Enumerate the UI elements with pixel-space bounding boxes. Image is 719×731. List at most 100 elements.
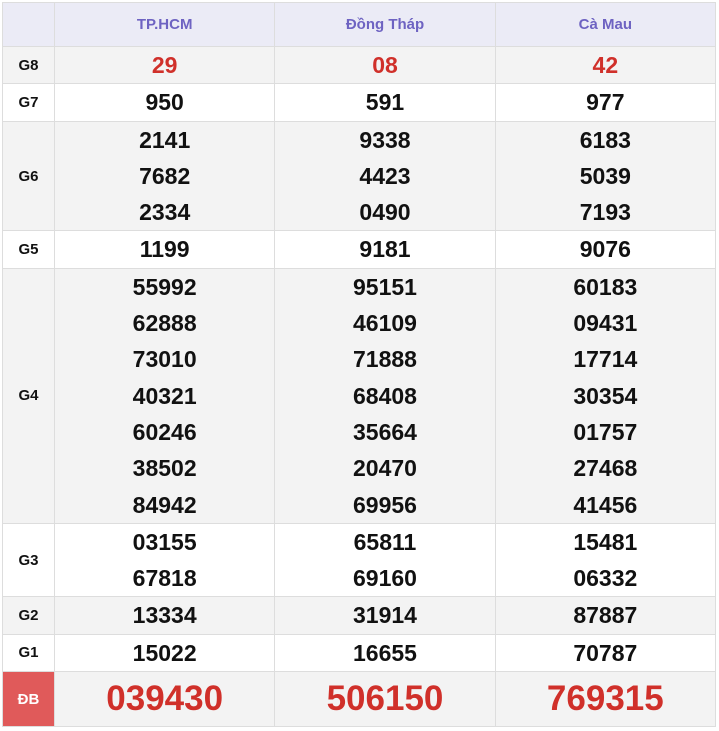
prize-row-g4: G4 55992 62888 73010 40321 60246 38502 84942 951… bbox=[2, 267, 717, 524]
prize-row-g7: G7 950 591 977 bbox=[2, 83, 717, 122]
prize-number: 506150 bbox=[326, 678, 444, 718]
prize-number: 9076 bbox=[579, 236, 631, 263]
prize-cell: 70787 bbox=[494, 633, 717, 673]
prize-cell: 591 bbox=[274, 83, 496, 122]
prize-number: 08 bbox=[372, 52, 398, 78]
prize-cell: 15481 06332 bbox=[494, 522, 717, 598]
prize-label: G1 bbox=[2, 633, 55, 673]
prize-cell: 15022 bbox=[53, 633, 276, 673]
prize-number: 20470 bbox=[353, 455, 417, 482]
prize-number: 41456 bbox=[573, 491, 638, 518]
prize-number: 69160 bbox=[353, 565, 417, 592]
prize-number: 35664 bbox=[353, 418, 417, 445]
prize-label: ĐB bbox=[2, 671, 55, 728]
prize-number: 30354 bbox=[573, 382, 638, 409]
prize-row-g6: G6 2141 7682 2334 9338 4423 0490 6183 5039 7193 bbox=[2, 120, 717, 232]
prize-number: 5039 bbox=[579, 162, 631, 189]
prize-number: 65811 bbox=[353, 528, 417, 555]
prize-number: 71888 bbox=[353, 346, 417, 373]
prize-label: G7 bbox=[2, 83, 55, 122]
prize-row-g8: G8 29 08 42 bbox=[2, 45, 717, 85]
prize-number: 68408 bbox=[353, 382, 417, 409]
prize-cell: 506150 bbox=[274, 671, 496, 728]
header-province-2: Đồng Tháp bbox=[274, 2, 496, 47]
prize-cell: 55992 62888 73010 40321 60246 38502 84942 bbox=[53, 267, 276, 524]
header-row: TP.HCM Đồng Tháp Cà Mau bbox=[2, 2, 717, 47]
prize-number: 7193 bbox=[579, 199, 631, 226]
prize-number: 17714 bbox=[573, 346, 638, 373]
prize-number: 591 bbox=[365, 89, 405, 116]
prize-row-đb: ĐB 039430 506150 769315 bbox=[2, 671, 717, 728]
prize-cell: 2141 7682 2334 bbox=[53, 120, 276, 232]
prize-cell: 9338 4423 0490 bbox=[274, 120, 496, 232]
prize-cell: 29 bbox=[53, 45, 276, 85]
prize-number: 87887 bbox=[573, 602, 638, 629]
prize-label: G8 bbox=[2, 45, 55, 85]
prize-number: 15022 bbox=[132, 639, 197, 666]
prize-cell: 42 bbox=[494, 45, 717, 85]
prize-number: 039430 bbox=[106, 678, 224, 718]
prize-cell: 1199 bbox=[53, 230, 276, 269]
prize-number: 09431 bbox=[573, 310, 638, 337]
prize-cell: 977 bbox=[494, 83, 717, 122]
prize-number: 0490 bbox=[359, 199, 411, 226]
prize-number: 2141 bbox=[139, 126, 191, 153]
prize-cell: 03155 67818 bbox=[53, 522, 276, 598]
prize-row-g2: G2 13334 31914 87887 bbox=[2, 596, 717, 635]
prize-cell: 95151 46109 71888 68408 35664 20470 69956 bbox=[274, 267, 496, 524]
prize-cell: 16655 bbox=[274, 633, 496, 673]
prize-number: 62888 bbox=[132, 310, 197, 337]
prize-number: 42 bbox=[592, 52, 619, 78]
prize-label: G2 bbox=[2, 596, 55, 635]
prize-number: 70787 bbox=[573, 639, 638, 666]
prize-cell: 08 bbox=[274, 45, 496, 85]
prize-cell: 31914 bbox=[274, 596, 496, 635]
prize-row-g5: G5 1199 9181 9076 bbox=[2, 230, 717, 269]
prize-cell: 13334 bbox=[53, 596, 276, 635]
prize-cell: 9076 bbox=[494, 230, 717, 269]
prize-number: 38502 bbox=[132, 455, 197, 482]
prize-number: 769315 bbox=[546, 678, 664, 718]
prize-number: 03155 bbox=[132, 528, 197, 555]
prize-number: 73010 bbox=[132, 346, 197, 373]
prize-label: G6 bbox=[2, 120, 55, 232]
prize-number: 06332 bbox=[573, 565, 638, 592]
header-province-1: TP.HCM bbox=[53, 2, 276, 47]
prize-number: 7682 bbox=[139, 162, 191, 189]
prize-cell: 60183 09431 17714 30354 01757 27468 41456 bbox=[494, 267, 717, 524]
prize-number: 950 bbox=[145, 89, 184, 116]
prize-number: 31914 bbox=[353, 602, 417, 629]
prize-number: 60183 bbox=[573, 273, 638, 300]
prize-number: 84942 bbox=[132, 491, 197, 518]
prize-cell: 950 bbox=[53, 83, 276, 122]
prize-number: 69956 bbox=[353, 491, 417, 518]
prize-number: 2334 bbox=[139, 199, 191, 226]
prize-number: 01757 bbox=[573, 418, 638, 445]
prize-cell: 039430 bbox=[53, 671, 276, 728]
prize-number: 29 bbox=[151, 52, 178, 78]
prize-label: G5 bbox=[2, 230, 55, 269]
prize-number: 6183 bbox=[579, 126, 631, 153]
prize-number: 46109 bbox=[353, 310, 417, 337]
prize-cell: 65811 69160 bbox=[274, 522, 496, 598]
prize-number: 15481 bbox=[573, 528, 638, 555]
prize-number: 60246 bbox=[132, 418, 197, 445]
prize-number: 16655 bbox=[353, 639, 417, 666]
prize-cell: 9181 bbox=[274, 230, 496, 269]
prize-cell: 87887 bbox=[494, 596, 717, 635]
prize-cell: 769315 bbox=[494, 671, 717, 728]
prize-number: 4423 bbox=[359, 162, 411, 189]
prize-number: 40321 bbox=[132, 382, 197, 409]
prize-number: 95151 bbox=[353, 273, 417, 300]
prize-number: 55992 bbox=[132, 273, 197, 300]
prize-number: 9181 bbox=[359, 236, 411, 263]
prize-label: G4 bbox=[2, 267, 55, 524]
header-blank bbox=[2, 2, 55, 47]
prize-cell: 6183 5039 7193 bbox=[494, 120, 717, 232]
prize-number: 977 bbox=[586, 89, 625, 116]
prize-number: 13334 bbox=[132, 602, 197, 629]
header-province-3: Cà Mau bbox=[494, 2, 717, 47]
prize-row-g1: G1 15022 16655 70787 bbox=[2, 633, 717, 673]
prize-number: 9338 bbox=[359, 126, 411, 153]
